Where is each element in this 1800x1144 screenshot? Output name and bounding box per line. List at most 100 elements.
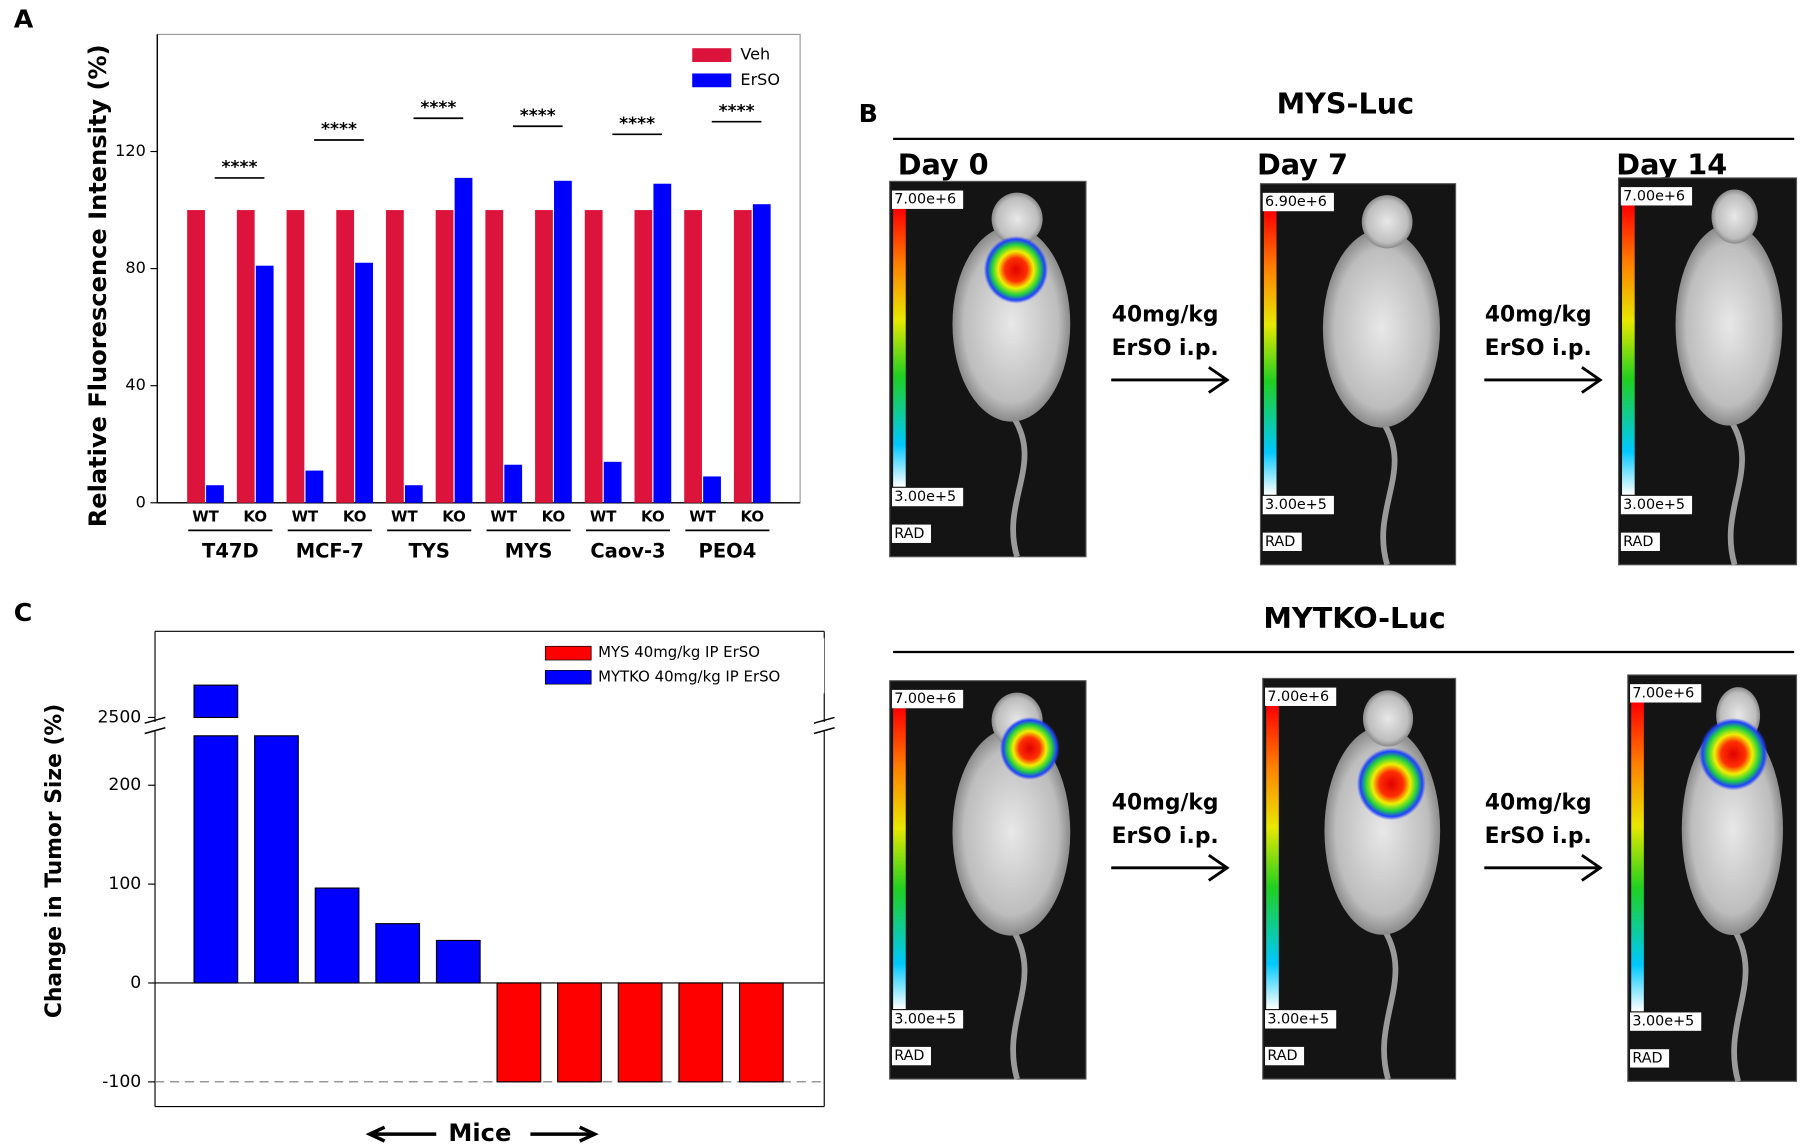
day-label: Day 14: [1616, 147, 1727, 181]
scale-label-box: [1262, 192, 1334, 212]
bioluminescence-image: 7.00e+6 3.00e+5 RAD: [1618, 177, 1798, 566]
tumor-signal: [1356, 747, 1426, 821]
bar: [206, 485, 224, 503]
bar: [187, 210, 205, 503]
legend-swatch: [692, 48, 732, 62]
row-title: MYTKO-Luc: [1263, 601, 1445, 635]
color-scale: [1622, 205, 1635, 495]
scale-max: 7.00e+6: [1267, 689, 1329, 705]
mouse-tail: [1729, 925, 1749, 1083]
bioluminescence-image: 6.90e+6 3.00e+5 RAD: [1259, 183, 1457, 566]
scale-label-box: [891, 689, 964, 709]
legend-swatch: [692, 73, 732, 88]
group-label: PEO4: [699, 540, 757, 563]
mouse-tail: [1009, 412, 1028, 558]
x-tick-label: WT: [391, 508, 418, 526]
bar: [305, 470, 324, 503]
x-tick-label: WT: [292, 508, 319, 526]
bar: [314, 887, 360, 984]
scale-label-box: [1620, 532, 1660, 551]
scale-max: 6.90e+6: [1265, 194, 1327, 210]
significance-label: ****: [719, 101, 755, 121]
mouse-tail: [1379, 418, 1398, 566]
panel-label: C: [14, 598, 33, 627]
significance-label: ****: [619, 114, 655, 134]
scale-label-box: [1262, 532, 1302, 551]
x-tick-label: KO: [542, 508, 566, 526]
scale-label-box: [891, 524, 931, 543]
arrow: [1111, 366, 1230, 394]
group-label: MCF-7: [296, 540, 364, 563]
y-tick-label: 120: [115, 141, 146, 160]
scale-unit: RAD: [894, 526, 924, 542]
x-axis-label: Mice: [448, 1119, 511, 1144]
scale-label-box: [891, 1046, 931, 1066]
scale-label-box: [891, 190, 964, 209]
scale-label-box: [1620, 187, 1693, 206]
group-label: TYS: [408, 540, 449, 563]
mouse-head: [1711, 189, 1758, 244]
scale-unit: RAD: [1267, 1048, 1297, 1064]
row-title: MYS-Luc: [1277, 87, 1415, 121]
scale-max: 7.00e+6: [894, 691, 956, 707]
treatment-route: ErSO i.p.: [1112, 824, 1219, 849]
treatment-dose: 40mg/kg: [1112, 303, 1219, 328]
scale-label-box: [1630, 684, 1702, 703]
scale-unit: RAD: [1265, 534, 1295, 550]
scale-label-box: [1265, 1010, 1337, 1029]
x-tick-label: KO: [740, 508, 764, 526]
y-tick-label: 200: [108, 775, 141, 795]
mouse-body: [1322, 229, 1440, 428]
mouse-tail: [1726, 416, 1745, 566]
y-axis-label: Relative Fluorescence Intensity (%): [84, 44, 112, 527]
x-tick-label: WT: [192, 508, 219, 526]
bar: [236, 210, 255, 503]
color-scale: [1631, 702, 1644, 1012]
bar: [752, 204, 771, 503]
tumor-signal: [983, 236, 1049, 304]
treatment-dose: 40mg/kg: [1485, 791, 1592, 816]
y-tick-label: -100: [102, 1072, 141, 1092]
y-tick-label: 0: [136, 492, 146, 511]
bar: [733, 210, 752, 503]
bar: [336, 210, 355, 503]
x-tick-label: WT: [689, 508, 716, 526]
bar: [603, 461, 622, 503]
arrow: [365, 1125, 437, 1143]
bar: [504, 464, 523, 503]
legend-label: ErSO: [740, 70, 780, 89]
x-tick-label: WT: [490, 508, 517, 526]
bar-upper: [193, 684, 239, 719]
bar: [254, 735, 299, 984]
bar: [584, 210, 603, 503]
bar: [684, 210, 702, 503]
bar: [404, 485, 423, 503]
axis-break: [813, 727, 835, 735]
scale-max: 7.00e+6: [1632, 685, 1694, 701]
bar: [703, 476, 721, 503]
scale-unit: RAD: [1623, 534, 1653, 550]
arrow: [1111, 854, 1230, 882]
tumor-signal: [1698, 718, 1768, 791]
treatment-route: ErSO i.p.: [1112, 336, 1219, 361]
x-tick-label: KO: [243, 508, 267, 526]
mouse-body: [1675, 224, 1783, 426]
scale-min: 3.00e+5: [894, 1011, 956, 1027]
mouse-tail: [1379, 925, 1399, 1080]
bar: [738, 982, 784, 1083]
legend-label: MYTKO 40mg/kg IP ErSO: [598, 667, 780, 685]
scale-min: 3.00e+5: [1632, 1014, 1694, 1030]
bar: [535, 210, 553, 503]
scale-max: 7.00e+6: [1623, 188, 1685, 204]
significance-label: ****: [222, 158, 258, 178]
color-scale: [893, 208, 906, 487]
scale-min: 3.00e+5: [1267, 1011, 1329, 1027]
bar: [355, 262, 373, 503]
scale-label-box: [1265, 1046, 1305, 1066]
panel-label: A: [14, 5, 34, 34]
mouse-tail: [1008, 926, 1028, 1080]
scale-max: 7.00e+6: [894, 192, 956, 208]
scale-min: 3.00e+5: [1623, 497, 1685, 513]
